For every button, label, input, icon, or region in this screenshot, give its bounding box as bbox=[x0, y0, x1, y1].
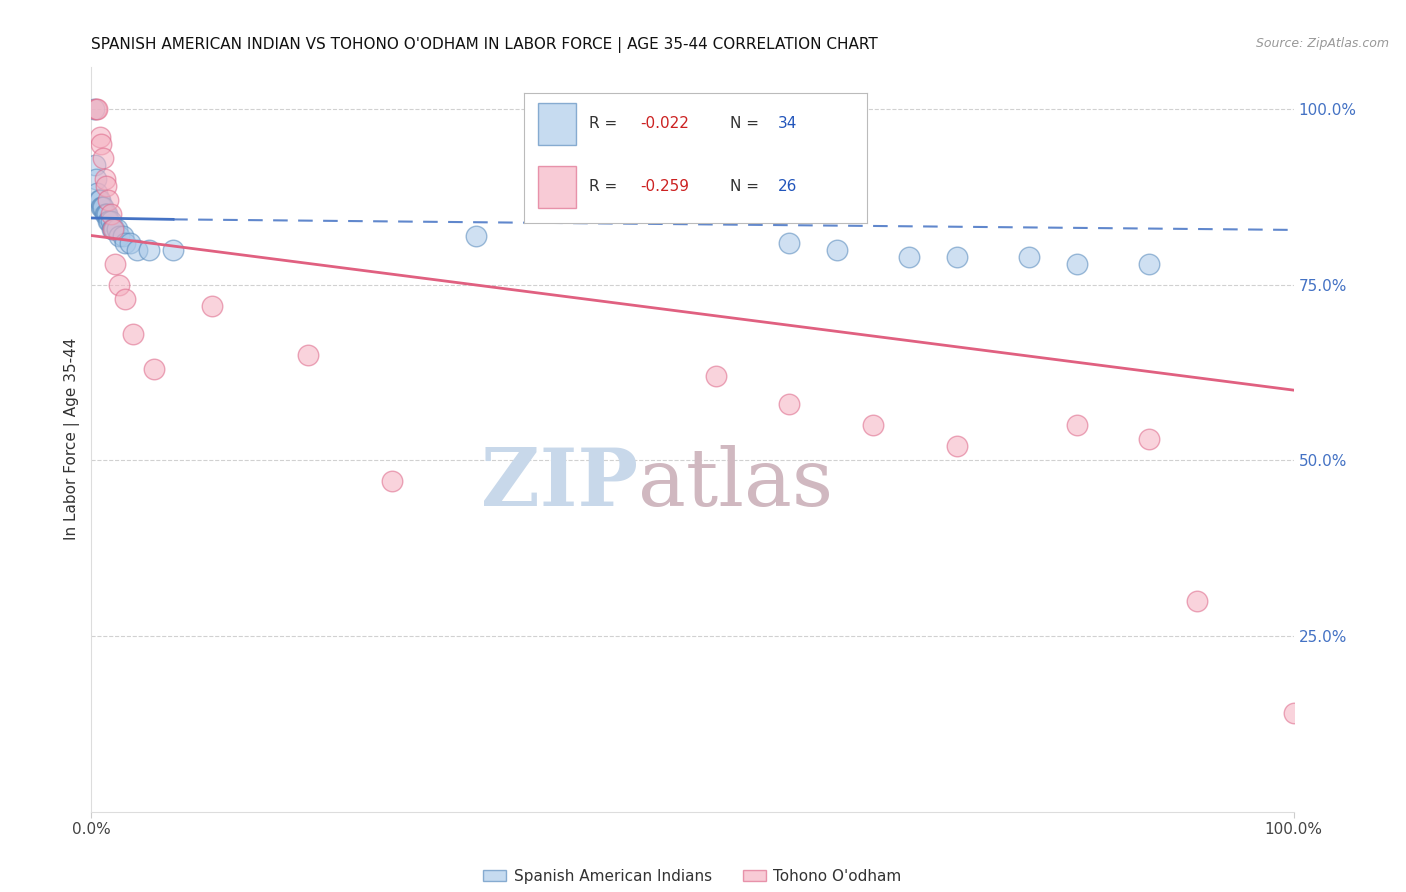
Point bbox=[104, 257, 127, 271]
Point bbox=[84, 172, 107, 186]
Point bbox=[1066, 418, 1088, 433]
Point bbox=[297, 348, 319, 362]
Text: SPANISH AMERICAN INDIAN VS TOHONO O'ODHAM IN LABOR FORCE | AGE 35-44 CORRELATION: SPANISH AMERICAN INDIAN VS TOHONO O'ODHA… bbox=[91, 37, 879, 54]
Text: Source: ZipAtlas.com: Source: ZipAtlas.com bbox=[1256, 37, 1389, 51]
Point bbox=[118, 235, 141, 250]
Point bbox=[89, 130, 111, 145]
Point bbox=[125, 243, 148, 257]
Point bbox=[1066, 257, 1088, 271]
Point bbox=[97, 194, 120, 208]
Point bbox=[90, 137, 112, 152]
Point bbox=[100, 207, 122, 221]
Point bbox=[93, 201, 115, 215]
Point bbox=[84, 102, 107, 116]
Point bbox=[86, 102, 108, 116]
Point bbox=[1187, 594, 1209, 608]
Point bbox=[93, 207, 115, 221]
Point bbox=[93, 151, 115, 165]
Point bbox=[93, 172, 115, 186]
Text: atlas: atlas bbox=[638, 445, 834, 523]
Point bbox=[97, 214, 120, 228]
Point bbox=[94, 179, 117, 194]
Point bbox=[101, 221, 124, 235]
Point bbox=[111, 228, 134, 243]
Point bbox=[778, 397, 800, 411]
Point bbox=[94, 207, 117, 221]
Point bbox=[89, 194, 111, 208]
Point bbox=[91, 201, 114, 215]
Point bbox=[86, 186, 108, 201]
Point bbox=[100, 214, 122, 228]
Text: ZIP: ZIP bbox=[481, 445, 638, 523]
Point bbox=[84, 158, 107, 172]
Point bbox=[87, 194, 110, 208]
Point bbox=[101, 221, 124, 235]
Point bbox=[83, 102, 105, 116]
Point bbox=[108, 228, 131, 243]
Point bbox=[897, 250, 920, 264]
Point bbox=[1282, 706, 1305, 721]
Y-axis label: In Labor Force | Age 35-44: In Labor Force | Age 35-44 bbox=[65, 338, 80, 541]
Point bbox=[201, 299, 224, 313]
Point bbox=[1137, 257, 1160, 271]
Point bbox=[778, 235, 800, 250]
Point bbox=[103, 221, 125, 235]
Point bbox=[706, 369, 728, 384]
Point bbox=[108, 277, 131, 292]
Point bbox=[825, 243, 848, 257]
Point bbox=[105, 221, 128, 235]
Point bbox=[101, 221, 124, 235]
Point bbox=[98, 214, 121, 228]
Point bbox=[138, 243, 160, 257]
Point bbox=[162, 243, 184, 257]
Point bbox=[96, 207, 118, 221]
Point bbox=[1137, 433, 1160, 447]
Point bbox=[1018, 250, 1040, 264]
Point bbox=[122, 326, 145, 341]
Point bbox=[114, 292, 136, 306]
Point bbox=[90, 201, 112, 215]
Point bbox=[946, 439, 969, 453]
Point bbox=[381, 475, 404, 489]
Legend: Spanish American Indians, Tohono O'odham: Spanish American Indians, Tohono O'odham bbox=[477, 863, 908, 889]
Point bbox=[862, 418, 884, 433]
Point bbox=[465, 228, 488, 243]
Point bbox=[142, 362, 165, 376]
Point bbox=[946, 250, 969, 264]
Point bbox=[114, 235, 136, 250]
